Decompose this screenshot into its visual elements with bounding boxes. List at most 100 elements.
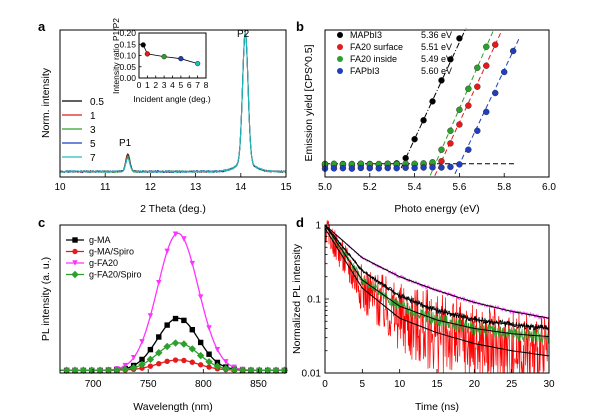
legend-value: 5.36 eV: [421, 30, 452, 40]
panel-b-ylabel: Emission yield [CPS^0.5]: [303, 44, 315, 161]
inset-x-tick-label: 4: [170, 80, 175, 90]
x-tick-label: 5.0: [318, 182, 332, 193]
pl-marker: [197, 294, 204, 300]
panel-a-xlabel: 2 Theta (deg.): [140, 203, 206, 215]
inset-x-tick-label: 2: [153, 80, 158, 90]
panel-d-ylabel: Normalized PL intensity: [291, 243, 303, 354]
decay-trace: [324, 226, 550, 344]
legend-marker: [337, 44, 343, 50]
panel-c-pl-spectra: 700 750 800 850 Wavelength (nm) PL intensit…: [40, 224, 289, 413]
decay-fit-line: [324, 224, 550, 338]
emission-yield-series: [321, 27, 521, 177]
emission-point: [483, 62, 490, 69]
panel-b-emission-yield: 5.0 5.2 5.4 5.6 5.8 6.0 Photo energy (eV) Emi…: [303, 27, 556, 215]
legend-marker: [337, 32, 343, 38]
legend-label: FA20 inside: [350, 54, 397, 64]
inset-point: [195, 60, 201, 67]
pl-marker: [155, 349, 163, 357]
x-tick-label: 30: [543, 379, 555, 390]
legend-label: FAPbI3: [350, 66, 380, 76]
panel-a-legend: 0.5 1 3 5 7: [62, 97, 104, 164]
emission-point: [492, 89, 499, 97]
x-tick-label: 15: [280, 182, 292, 193]
pl-marker: [164, 248, 170, 255]
emission-point: [411, 164, 418, 172]
x-tick-label: 14: [235, 182, 247, 193]
x-tick-label: 5.8: [497, 182, 511, 193]
pl-marker: [206, 351, 212, 357]
pl-marker: [79, 366, 88, 374]
xrd-curves: [59, 30, 287, 174]
pl-marker: [129, 364, 138, 372]
inset-point: [140, 42, 146, 48]
inset-y-tick-label: 0.05: [119, 62, 136, 72]
emission-point: [474, 127, 481, 135]
emission-point: [402, 154, 409, 162]
x-tick-label: 13: [190, 182, 202, 193]
pl-marker: [130, 355, 137, 361]
trpl-fit-curves: [324, 224, 550, 357]
xrd-curve-7: [59, 30, 287, 174]
pl-marker: [146, 355, 155, 364]
legend-marker: [337, 56, 343, 62]
inset-x-tick-label: 3: [162, 80, 167, 90]
pl-marker: [121, 365, 129, 374]
pl-marker: [163, 342, 171, 351]
emission-point: [483, 108, 490, 116]
panel-letter-a: a: [38, 19, 46, 34]
x-tick-label: 12: [145, 182, 157, 193]
pl-marker: [62, 366, 71, 374]
emission-point: [447, 140, 454, 147]
pl-marker: [172, 315, 179, 322]
emission-point: [483, 43, 490, 50]
pl-spectra-series: [60, 231, 289, 374]
emission-point: [393, 164, 400, 172]
annotation-p2: P2: [237, 29, 250, 40]
pl-marker: [213, 362, 222, 370]
pl-marker: [171, 339, 180, 347]
legend-marker: [337, 68, 343, 74]
legend-label: 1: [90, 111, 96, 122]
x-tick-label: 0: [322, 379, 328, 390]
legend-value: 5.51 eV: [421, 42, 452, 52]
pl-marker: [181, 236, 187, 242]
emission-point: [420, 164, 427, 171]
x-tick-label: 6.0: [542, 182, 556, 193]
pl-marker: [188, 345, 196, 353]
panel-c-frame: [59, 224, 287, 374]
inset-points: [140, 42, 201, 67]
emission-point: [429, 164, 436, 171]
pl-marker: [222, 364, 230, 373]
y-tick-label: 0.1: [307, 295, 321, 306]
legend-label: g-FA20/Spiro: [89, 270, 142, 280]
emission-point: [384, 164, 391, 172]
x-tick-label: 20: [469, 379, 481, 390]
pl-marker: [263, 366, 272, 374]
emission-point: [420, 117, 427, 124]
x-tick-label: 750: [140, 379, 157, 390]
pl-marker: [88, 366, 96, 374]
panel-d-trpl: 0 5 10 15 20 25 30 0.01 0.1 1 Time (ns) Normalize…: [291, 220, 555, 413]
pl-marker: [156, 334, 162, 340]
y-tick-label: 0.01: [302, 369, 322, 380]
decay-fit-line: [324, 228, 550, 357]
pl-marker: [139, 339, 145, 345]
emission-point: [474, 83, 481, 90]
pl-marker: [138, 360, 146, 369]
pl-marker: [189, 260, 195, 267]
panel-d-xlabel: Time (ns): [415, 401, 459, 413]
legend-value: 5.60 eV: [421, 66, 452, 76]
legend-label: g-MA: [89, 235, 111, 245]
pl-marker: [113, 366, 121, 374]
legend-label: g-FA20: [89, 258, 118, 268]
pl-marker: [180, 340, 188, 348]
legend-label: FA20 surface: [350, 42, 403, 52]
pl-marker: [156, 360, 162, 367]
legend-label: 0.5: [90, 97, 104, 108]
x-tick-label: 5.2: [363, 182, 377, 193]
y-tick-label: 1: [315, 221, 321, 232]
onset-fit-line: [400, 27, 467, 169]
emission-point: [492, 41, 499, 48]
inset-x-tick-label: 6: [187, 80, 192, 90]
